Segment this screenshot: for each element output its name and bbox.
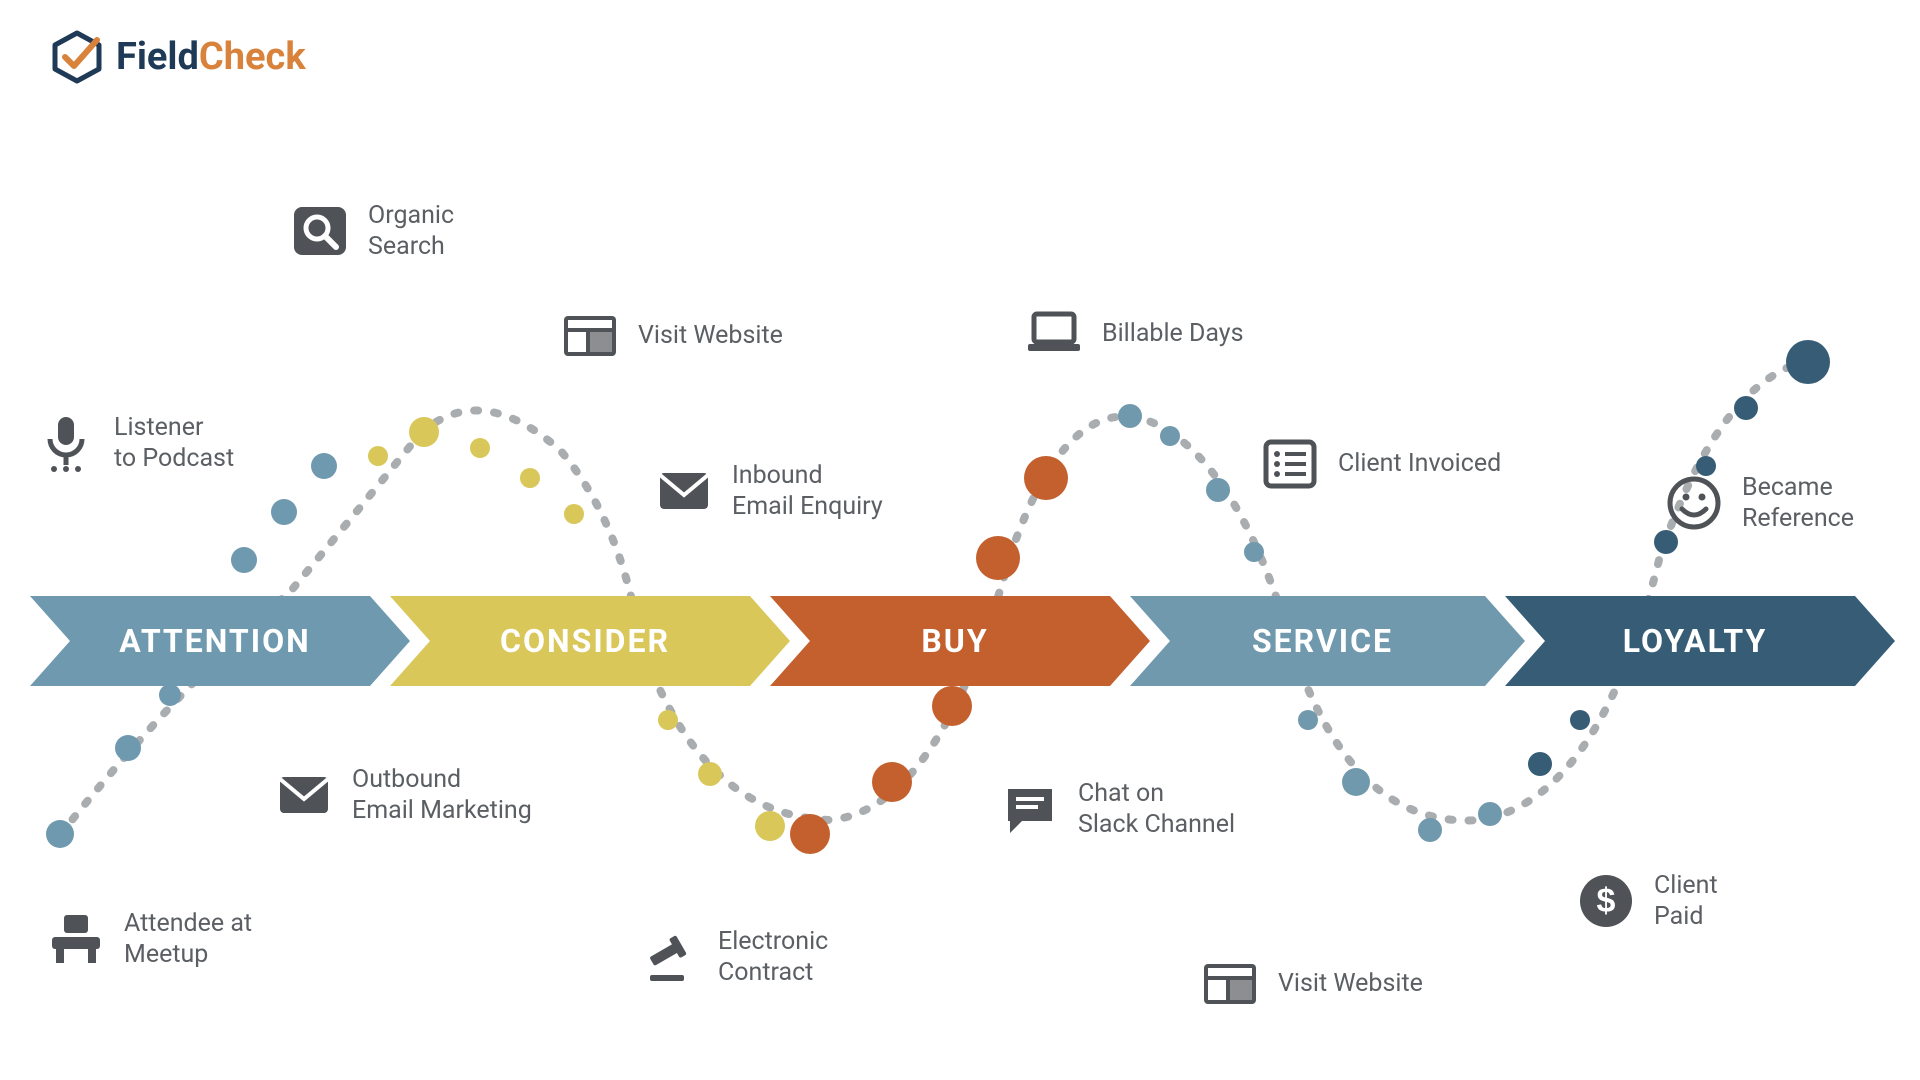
stage-label-service: SERVICE <box>1130 596 1485 686</box>
touchpoint-label: BecameReference <box>1742 472 1854 535</box>
touchpoint-became-reference: BecameReference <box>1664 472 1854 535</box>
touchpoint-label: Chat onSlack Channel <box>1078 778 1235 841</box>
touchpoint-label: Visit Website <box>638 320 783 351</box>
touchpoint-label: Billable Days <box>1102 318 1244 349</box>
seat-icon <box>46 909 106 969</box>
search-icon <box>290 201 350 261</box>
wave-dot <box>1570 710 1590 730</box>
mic-icon <box>36 413 96 473</box>
wave-dot <box>1118 404 1142 428</box>
stage-label-attention: ATTENTION <box>30 596 370 686</box>
touchpoint-visit-website: Visit Website <box>560 306 783 366</box>
touchpoint-electronic-contract: ElectronicContract <box>640 926 828 989</box>
touchpoint-visit-website-2: Visit Website <box>1200 954 1423 1014</box>
wave-dot <box>520 468 540 488</box>
wave-dot <box>1024 456 1068 500</box>
dollar-icon: $ <box>1576 871 1636 931</box>
touchpoint-label: InboundEmail Enquiry <box>732 460 883 523</box>
wave-dot <box>564 504 584 524</box>
touchpoint-client-paid: $ ClientPaid <box>1576 870 1718 933</box>
wave-dot <box>159 684 181 706</box>
laptop-icon <box>1024 304 1084 364</box>
touchpoint-label: Listenerto Podcast <box>114 412 234 475</box>
touchpoint-label: ClientPaid <box>1654 870 1718 933</box>
touchpoint-label: ElectronicContract <box>718 926 828 989</box>
list-icon <box>1260 434 1320 494</box>
wave-dot <box>1244 542 1264 562</box>
wave-dot <box>409 417 439 447</box>
wave-dot <box>1418 818 1442 842</box>
touchpoint-label: OrganicSearch <box>368 200 454 263</box>
wave-dot <box>872 762 912 802</box>
chat-icon <box>1000 779 1060 839</box>
stage-consider: CONSIDER <box>390 596 790 686</box>
touchpoint-attendee-meetup: Attendee atMeetup <box>46 908 252 971</box>
svg-text:$: $ <box>1597 882 1616 920</box>
wave-dot <box>1298 710 1318 730</box>
wave-dot <box>698 762 722 786</box>
wave-dot <box>932 686 972 726</box>
touchpoint-organic-search: OrganicSearch <box>290 200 454 263</box>
stage-arrow-row: ATTENTION CONSIDER BUY SERVICE LOYALTY <box>30 596 1890 686</box>
touchpoint-outbound-email: OutboundEmail Marketing <box>274 764 532 827</box>
wave-dot <box>311 453 337 479</box>
stage-label-consider: CONSIDER <box>390 596 750 686</box>
wave-dot <box>1478 802 1502 826</box>
touchpoint-client-invoiced: Client Invoiced <box>1260 434 1501 494</box>
stage-buy: BUY <box>770 596 1150 686</box>
stage-label-buy: BUY <box>770 596 1110 686</box>
wave-dot <box>1734 396 1758 420</box>
stage-attention: ATTENTION <box>30 596 410 686</box>
touchpoint-label: Attendee atMeetup <box>124 908 252 971</box>
wave-dot <box>271 499 297 525</box>
touchpoint-inbound-enquiry: InboundEmail Enquiry <box>654 460 883 523</box>
wave-dot <box>46 820 74 848</box>
browser-icon <box>1200 954 1260 1014</box>
touchpoint-label: OutboundEmail Marketing <box>352 764 532 827</box>
wave-dot <box>790 814 830 854</box>
wave-dot <box>976 536 1020 580</box>
wave-dot <box>1342 768 1370 796</box>
wave-dot <box>1786 340 1830 384</box>
wave-dot <box>231 547 257 573</box>
wave-dot <box>115 735 141 761</box>
stage-label-loyalty: LOYALTY <box>1505 596 1855 686</box>
stage-service: SERVICE <box>1130 596 1525 686</box>
browser-icon <box>560 306 620 366</box>
wave-dot <box>1206 478 1230 502</box>
stage-loyalty: LOYALTY <box>1505 596 1895 686</box>
wave-dot <box>755 811 785 841</box>
wave-dot <box>658 710 678 730</box>
smile-icon <box>1664 473 1724 533</box>
mail-icon <box>274 765 334 825</box>
gavel-icon <box>640 927 700 987</box>
touchpoint-billable-days: Billable Days <box>1024 304 1244 364</box>
wave-dot <box>470 438 490 458</box>
wave-dot <box>1528 752 1552 776</box>
touchpoint-listener-podcast: Listenerto Podcast <box>36 412 234 475</box>
touchpoint-chat-slack: Chat onSlack Channel <box>1000 778 1235 841</box>
mail-icon <box>654 461 714 521</box>
wave-dot <box>1160 426 1180 446</box>
wave-dot <box>368 446 388 466</box>
touchpoint-label: Client Invoiced <box>1338 448 1501 479</box>
touchpoint-label: Visit Website <box>1278 968 1423 999</box>
